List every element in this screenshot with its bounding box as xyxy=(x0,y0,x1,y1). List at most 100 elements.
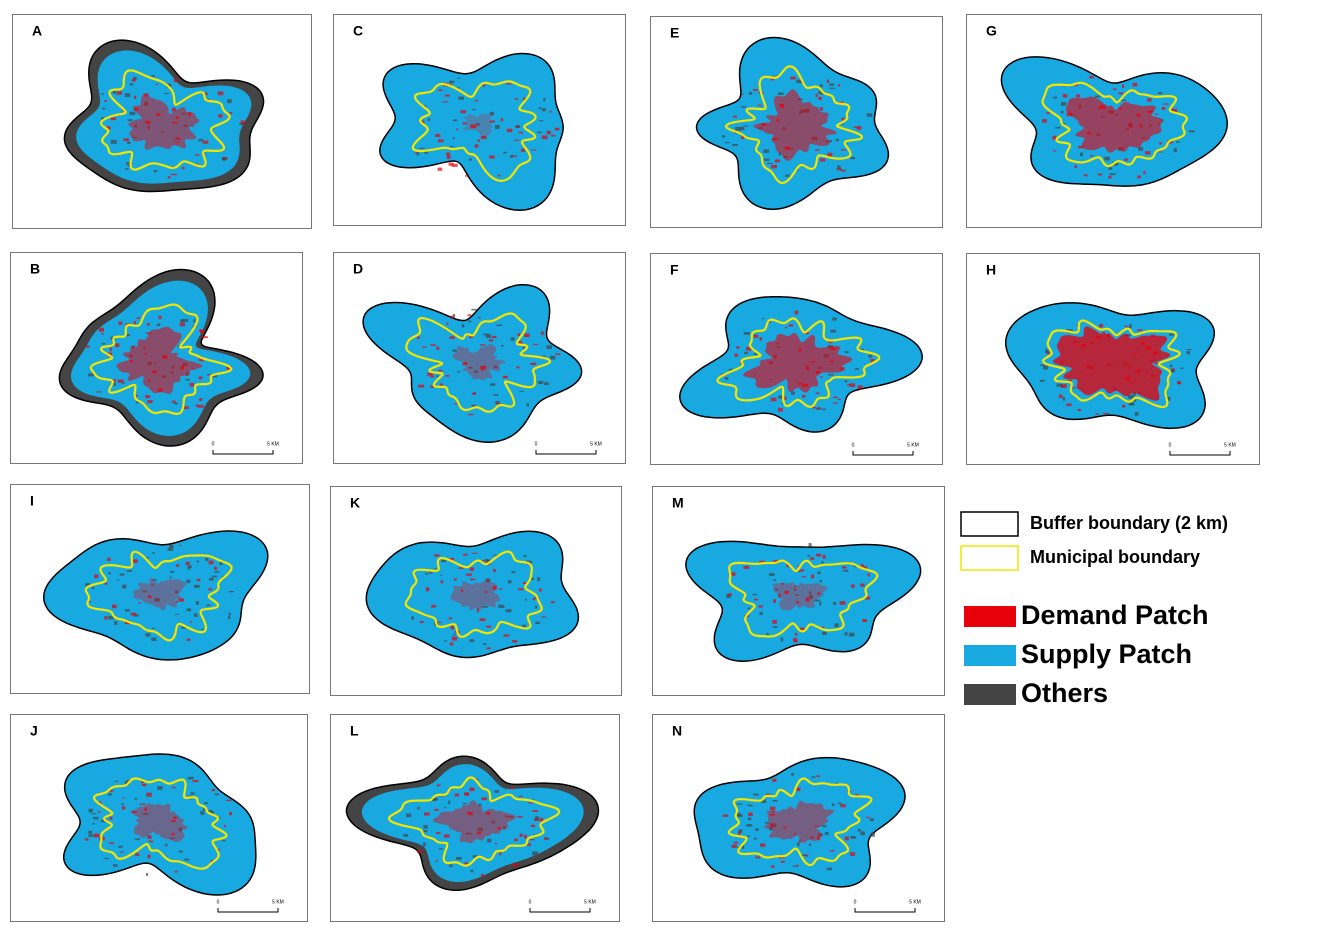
scale-label: 0 xyxy=(852,442,855,448)
patch-speckle xyxy=(524,835,527,839)
patch-speckle xyxy=(759,612,762,615)
patch-speckle xyxy=(209,810,213,812)
patch-speckle xyxy=(811,575,814,579)
patch-speckle xyxy=(503,152,506,154)
patch-speckle xyxy=(795,311,798,315)
patch-speckle xyxy=(417,850,422,853)
patch-speckle xyxy=(449,865,452,868)
patch-speckle xyxy=(539,120,544,121)
patch-speckle xyxy=(127,570,132,572)
patch-speckle xyxy=(841,149,846,150)
patch-speckle xyxy=(430,376,435,378)
patch-speckle xyxy=(425,573,428,575)
patch-speckle xyxy=(125,168,128,169)
patch-speckle xyxy=(781,861,785,863)
patch-speckle xyxy=(1095,96,1100,98)
patch-speckle xyxy=(182,319,188,322)
patch-speckle xyxy=(498,175,500,177)
patch-speckle xyxy=(748,818,751,821)
patch-speckle xyxy=(110,817,113,820)
patch-speckle xyxy=(795,633,797,636)
patch-speckle xyxy=(229,613,231,616)
patch-speckle xyxy=(816,393,820,394)
patch-speckle xyxy=(1055,127,1060,128)
patch-speckle xyxy=(174,79,178,83)
patch-speckle xyxy=(229,812,232,815)
patch-speckle xyxy=(140,804,146,805)
map-panel: K xyxy=(331,487,622,696)
patch-speckle xyxy=(1137,329,1143,331)
patch-speckle xyxy=(164,93,169,94)
patch-speckle xyxy=(172,73,176,75)
patch-speckle xyxy=(866,817,869,818)
patch-speckle xyxy=(487,839,491,843)
patch-speckle xyxy=(438,370,442,372)
patch-speckle xyxy=(189,565,191,567)
patch-speckle xyxy=(206,605,210,607)
patch-speckle xyxy=(437,784,441,786)
patch-speckle xyxy=(182,84,186,86)
patch-speckle xyxy=(752,594,757,595)
patch-speckle xyxy=(456,857,462,860)
patch-speckle xyxy=(785,327,787,329)
patch-speckle xyxy=(224,825,226,827)
patch-speckle xyxy=(1187,351,1190,354)
patch-speckle xyxy=(88,831,92,834)
patch-speckle xyxy=(157,324,161,326)
patch-speckle xyxy=(744,125,749,126)
patch-speckle xyxy=(1071,387,1077,388)
patch-speckle xyxy=(860,831,865,835)
patch-speckle xyxy=(816,94,818,98)
patch-speckle xyxy=(185,379,190,381)
patch-speckle xyxy=(481,874,484,877)
patch-speckle xyxy=(442,101,447,102)
patch-speckle xyxy=(1124,159,1128,161)
patch-speckle xyxy=(735,127,740,131)
patch-speckle xyxy=(147,323,150,326)
patch-speckle xyxy=(188,777,194,780)
patch-speckle xyxy=(156,84,158,85)
patch-speckle xyxy=(505,786,507,789)
patch-speckle xyxy=(538,381,543,384)
patch-speckle xyxy=(862,619,866,622)
panel-label: G xyxy=(986,23,997,39)
patch-speckle xyxy=(138,602,141,603)
patch-speckle xyxy=(732,144,738,146)
patch-speckle xyxy=(1189,130,1195,132)
patch-speckle xyxy=(828,374,834,375)
patch-speckle xyxy=(168,176,171,178)
patch-speckle xyxy=(555,353,560,355)
patch-speckle xyxy=(528,802,532,803)
patch-speckle xyxy=(844,351,848,353)
patch-speckle xyxy=(1145,151,1151,154)
patch-speckle xyxy=(823,555,826,559)
patch-speckle xyxy=(440,580,443,583)
patch-speckle xyxy=(475,144,479,147)
patch-speckle xyxy=(838,803,842,804)
scale-label: 0 xyxy=(212,441,215,447)
patch-speckle xyxy=(431,605,436,608)
patch-speckle xyxy=(498,604,500,607)
patch-speckle xyxy=(184,859,189,861)
patch-speckle xyxy=(1171,370,1175,373)
patch-speckle xyxy=(501,345,504,346)
map-panel: M xyxy=(653,487,945,696)
scale-label: 0 xyxy=(217,899,220,905)
patch-speckle xyxy=(791,773,794,776)
panel-label: E xyxy=(670,25,679,41)
patch-speckle xyxy=(85,838,89,840)
patch-speckle xyxy=(515,98,518,100)
patch-speckle xyxy=(773,626,778,628)
patch-speckle xyxy=(120,573,125,575)
patch-speckle xyxy=(168,548,172,551)
patch-speckle xyxy=(775,159,780,162)
scale-label: 5 KM xyxy=(909,899,921,905)
patch-speckle xyxy=(529,839,534,840)
patch-speckle xyxy=(819,97,822,100)
patch-speckle xyxy=(535,622,540,624)
patch-speckle xyxy=(827,80,829,83)
patch-speckle xyxy=(204,802,208,804)
patch-speckle xyxy=(778,92,784,95)
patch-speckle xyxy=(1178,383,1181,385)
patch-speckle xyxy=(725,142,730,143)
